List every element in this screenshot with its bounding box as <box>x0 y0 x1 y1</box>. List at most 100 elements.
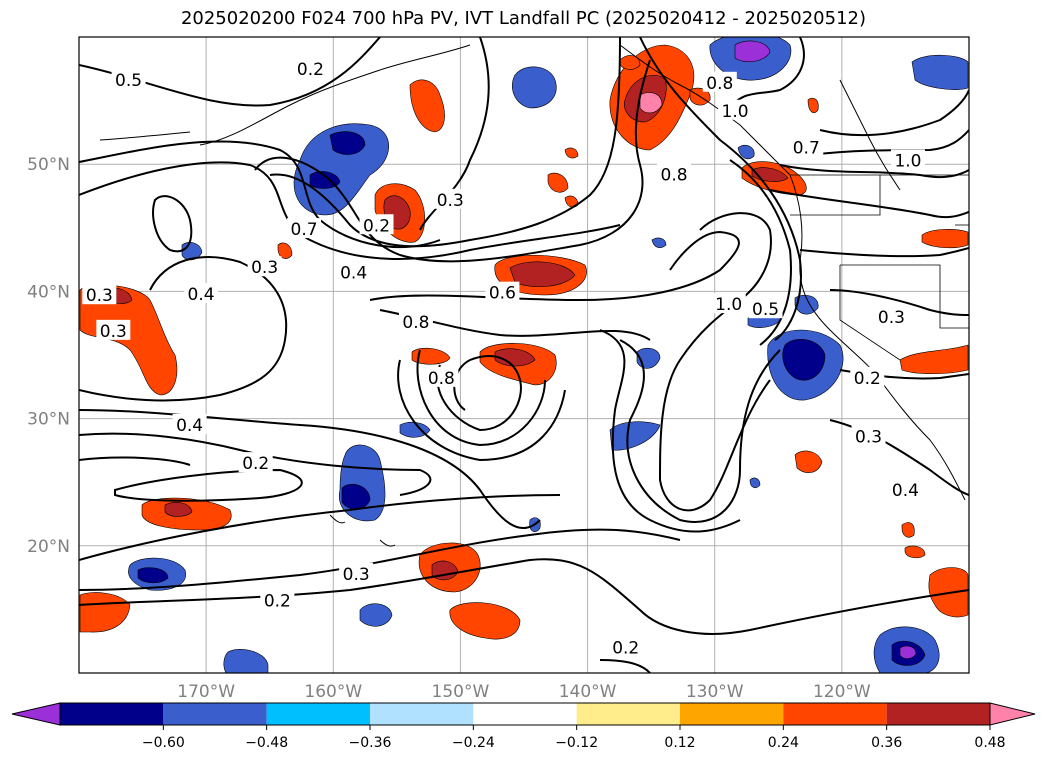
positive-anomaly-16 <box>794 450 823 473</box>
map-frame <box>78 36 970 674</box>
contour-label: 0.4 <box>892 481 919 501</box>
contour-label: 0.8 <box>661 165 688 185</box>
contour-label-bg <box>111 69 146 90</box>
negative-anomaly-11 <box>128 557 187 591</box>
colorbar-box <box>473 703 577 725</box>
contour-label-bg <box>184 282 219 303</box>
colorbar-box <box>783 703 887 725</box>
gridlines <box>79 37 969 673</box>
negative-anomaly-7 <box>609 421 661 451</box>
lon-tick-label: 150°W <box>432 682 490 702</box>
positive-anomaly-1 <box>609 44 711 151</box>
contour-label-bg <box>260 589 295 610</box>
lat-tick-label: 50°N <box>27 155 70 175</box>
positive-anomaly-11 <box>479 343 557 386</box>
latitude-labels: 20°N 30°N 40°N 50°N <box>27 155 70 557</box>
contour-label-bg <box>424 366 459 387</box>
contour-label: 1.0 <box>894 151 921 171</box>
negative-anomaly-16 <box>749 477 761 489</box>
positive-anomaly-14 <box>807 97 819 113</box>
contour-label-bg <box>874 305 909 326</box>
colorbar-tick-label: −0.48 <box>245 735 288 751</box>
contour-label: 0.3 <box>855 427 882 447</box>
contour-label-bg <box>172 413 207 434</box>
contour-label: 0.3 <box>251 258 278 278</box>
contour-label: 0.2 <box>854 369 881 389</box>
positive-anomaly-21 <box>449 602 521 640</box>
negative-anomaly-12 <box>359 603 393 627</box>
contour-label-bg <box>485 281 520 302</box>
negative-anomaly-4 <box>911 54 969 90</box>
contour-label: 0.6 <box>489 284 516 304</box>
ivt-contours <box>79 37 969 673</box>
contour-label: 0.8 <box>402 313 429 333</box>
contour-label: 1.0 <box>722 102 749 122</box>
positive-anomaly-5 <box>547 172 569 193</box>
colorbar-tick-label: −0.24 <box>452 735 495 751</box>
contour-label: 0.4 <box>340 263 367 283</box>
contour-label: 0.7 <box>793 139 820 159</box>
lon-tick-label: 120°W <box>813 682 871 702</box>
contour-label-bg <box>748 298 783 319</box>
contour-label-bg <box>433 188 468 209</box>
colorbar-box <box>576 703 680 725</box>
contour-label: 1.0 <box>715 295 742 315</box>
contour-label-bg <box>890 149 925 170</box>
contour-label-bg <box>702 71 737 92</box>
positive-anomaly-17 <box>901 522 915 538</box>
contour-label: 0.3 <box>100 322 127 342</box>
contour-label: 0.2 <box>242 454 269 474</box>
contour-label-bg <box>608 636 643 657</box>
colorbar-box <box>60 703 164 725</box>
contour-label: 0.2 <box>363 216 390 236</box>
coastlines <box>99 44 966 547</box>
contour-label: 0.3 <box>86 286 113 306</box>
contour-label-bg <box>711 293 746 314</box>
contour-label-bg <box>398 310 433 331</box>
pv-shading <box>79 37 969 673</box>
lat-tick-label: 40°N <box>27 282 70 302</box>
negative-anomaly-13 <box>223 649 269 673</box>
contour-label-bg <box>657 163 692 184</box>
colorbar-extend-low <box>11 702 61 726</box>
contour-label-bg <box>82 284 117 305</box>
negative-anomaly-18 <box>737 144 755 160</box>
contour-label: 0.8 <box>706 74 733 94</box>
political-borders <box>790 174 969 361</box>
contour-label-bg <box>850 366 885 387</box>
contour-label-bg <box>851 425 886 446</box>
negative-anomaly-8 <box>399 421 431 438</box>
positive-anomaly-6 <box>564 147 579 159</box>
colorbar-box <box>370 703 474 725</box>
colorbar-tick-label: −0.60 <box>142 735 185 751</box>
contour-label: 0.4 <box>176 416 203 436</box>
contour-label: 0.2 <box>612 639 639 659</box>
contour-label-bg <box>789 136 824 157</box>
contour-label: 0.8 <box>428 369 455 389</box>
colorbar-box <box>163 703 267 725</box>
colorbar-tick-label: 0.36 <box>871 735 902 751</box>
positive-anomaly-2 <box>409 79 445 133</box>
contour-label: 0.2 <box>297 60 324 80</box>
contour-label: 0.5 <box>752 300 779 320</box>
negative-anomaly-2 <box>511 66 557 109</box>
negative-anomaly-10 <box>338 444 386 522</box>
negative-anomaly-9 <box>747 295 844 401</box>
contour-label: 0.3 <box>437 191 464 211</box>
contour-label: 0.2 <box>264 591 291 611</box>
lat-tick-label: 30°N <box>27 410 70 430</box>
negative-anomaly-17 <box>651 237 667 249</box>
longitude-labels: 170°W 160°W 150°W 140°W 130°W 120°W <box>177 682 871 702</box>
colorbar-extend-high <box>989 702 1036 726</box>
contour-label-bg <box>718 99 753 120</box>
contour-label: 0.3 <box>343 565 370 585</box>
contour-label-bg <box>359 214 394 235</box>
positive-anomaly-13 <box>921 229 969 249</box>
contour-label: 0.7 <box>291 220 318 240</box>
colorbar-box <box>266 703 370 725</box>
lon-tick-label: 130°W <box>686 682 744 702</box>
colorbar-tick-label: 0.12 <box>664 735 695 751</box>
figure-title: 2025020200 F024 700 hPa PV, IVT Landfall… <box>180 8 867 29</box>
colorbar-box <box>886 703 990 725</box>
contour-label-bg <box>247 256 282 277</box>
